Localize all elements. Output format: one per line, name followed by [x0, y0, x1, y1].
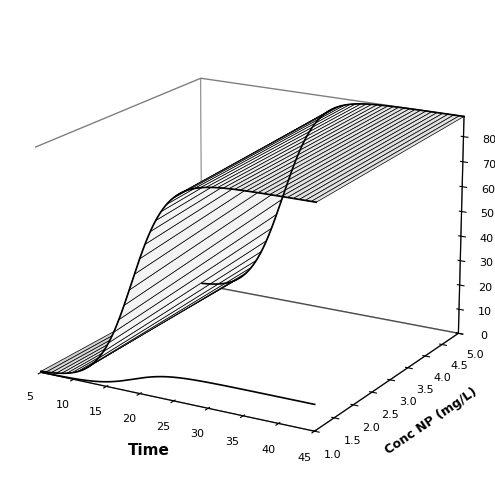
Y-axis label: Conc NP (mg/L): Conc NP (mg/L) [383, 386, 480, 457]
X-axis label: Time: Time [128, 443, 170, 458]
